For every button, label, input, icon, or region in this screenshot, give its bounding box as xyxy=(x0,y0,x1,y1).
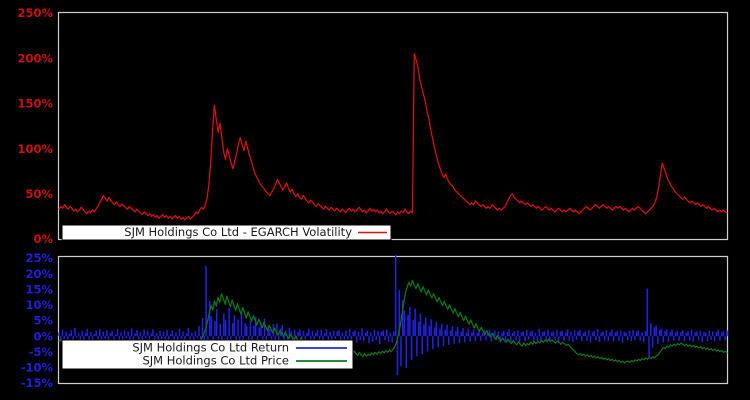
volatility-tick-label: 150% xyxy=(17,97,53,111)
returns-tick-label: 20% xyxy=(25,267,53,281)
returns-tick-label: -5% xyxy=(29,345,54,359)
volatility-tick-label: 50% xyxy=(25,187,53,201)
returns-plot-frame xyxy=(57,255,729,385)
volatility-svg: 0% 50% 100% 150% 200% 250% SJM Holdings Co Lt… xyxy=(17,6,729,247)
volatility-plot-frame xyxy=(57,11,729,241)
returns-tick-label: 0% xyxy=(33,329,53,343)
volatility-legend-box xyxy=(61,224,392,241)
volatility-legend[interactable]: SJM Holdings Co Ltd - EGARCH Volatility xyxy=(61,224,392,241)
volatility-legend-label: SJM Holdings Co Ltd - EGARCH Volatility xyxy=(124,225,352,239)
volatility-tick-label: 100% xyxy=(17,142,53,156)
volatility-panel: 0% 50% 100% 150% 200% 250% SJM Holdings Co Lt… xyxy=(17,6,729,247)
returns-y-axis-ticks: -15%-10% -5% 0%5% 10% 15%20% 25% xyxy=(21,251,54,390)
volatility-tick-label: 200% xyxy=(17,51,53,65)
returns-tick-label: -15% xyxy=(21,376,54,390)
returns-tick-label: 15% xyxy=(25,282,53,296)
returns-tick-label: -10% xyxy=(21,361,54,375)
returns-legend-label: SJM Holdings Co Ltd Price xyxy=(142,354,289,368)
returns-legend-box xyxy=(61,339,354,370)
volatility-line-series xyxy=(58,53,728,221)
returns-legend-label: SJM Holdings Co Ltd Return xyxy=(132,341,289,355)
returns-svg: -15%-10% -5% 0%5% 10% 15%20% 25% SJM Holdings… xyxy=(0,248,750,400)
returns-tick-label: 5% xyxy=(33,314,53,328)
returns-background xyxy=(0,248,750,400)
returns-panel: -15% -10% -5% 0% 5% 10% 15% 20% 25% SJM Holdings… xyxy=(0,248,750,400)
volatility-y-axis-ticks: 0% 50% 100% 150% 200% 250% xyxy=(17,6,53,246)
volatility-tick-label: 250% xyxy=(17,6,53,20)
returns-tick-label: 10% xyxy=(25,298,53,312)
returns-tick-label: 25% xyxy=(25,251,53,265)
volatility-tick-label: 0% xyxy=(33,232,53,246)
